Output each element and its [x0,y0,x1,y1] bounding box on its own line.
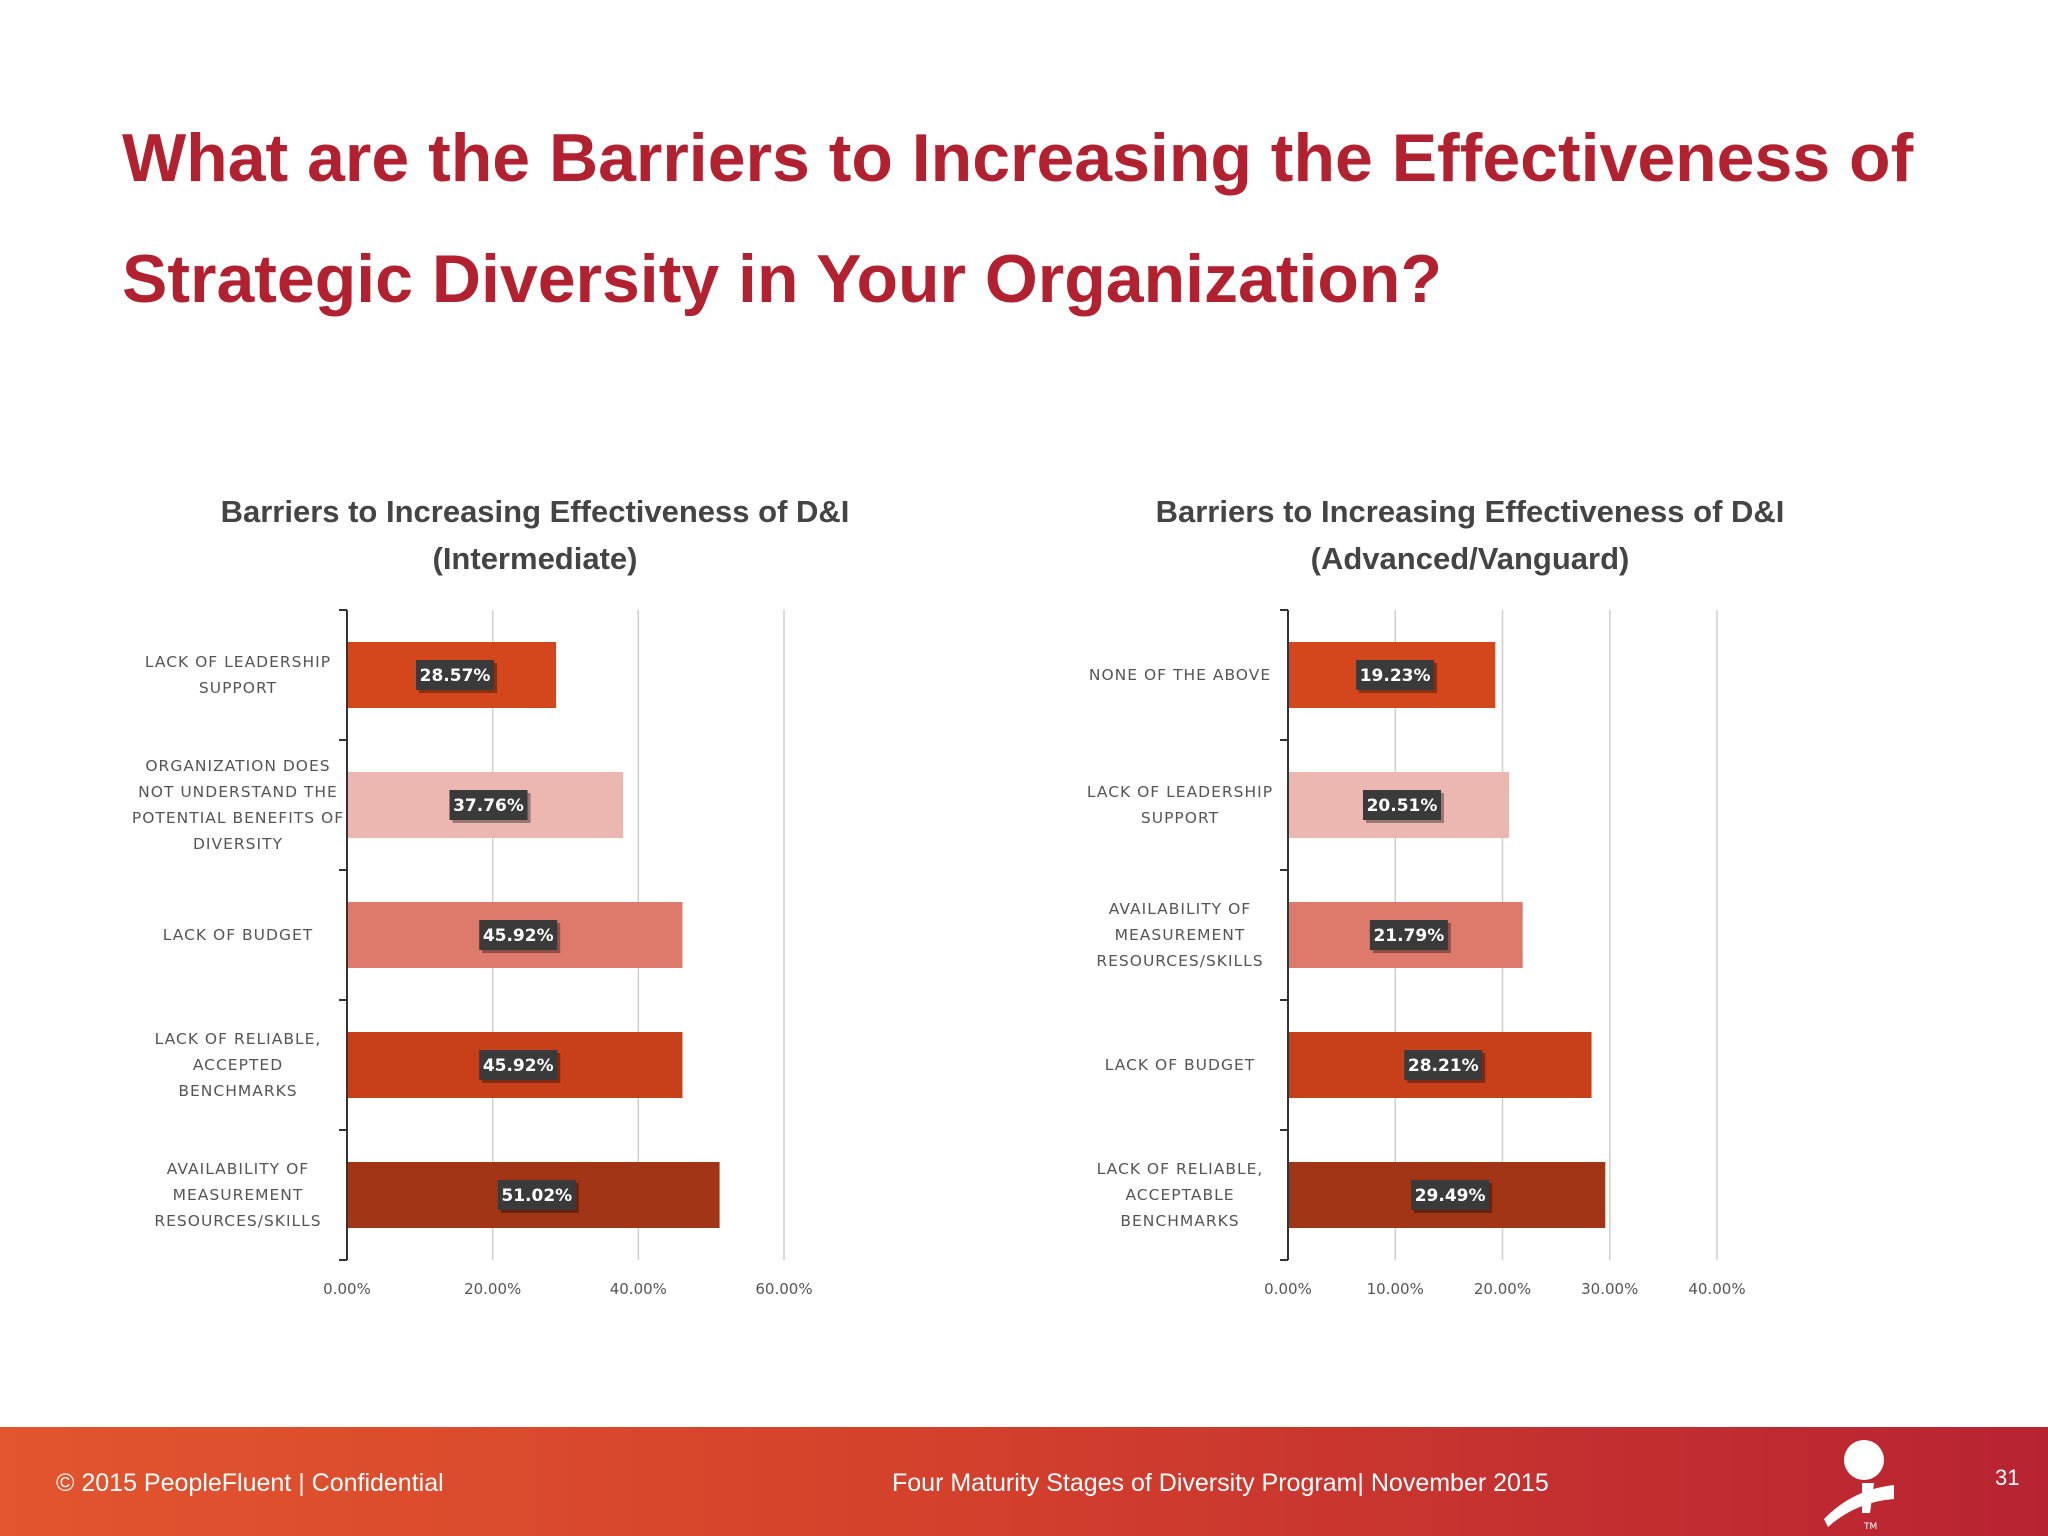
footer-bar: © 2015 PeopleFluent | Confidential Four … [0,1427,2048,1536]
x-tick-label: 0.00% [323,1280,371,1298]
x-tick-label: 0.00% [1264,1280,1312,1298]
value-label-box [1362,790,1441,820]
category-label: RESOURCES/SKILLS [1096,952,1263,970]
chart-advanced-vanguard: Barriers to Increasing Effectiveness of … [1060,480,1880,1320]
value-label: 19.23% [1360,666,1431,686]
category-label: ACCEPTABLE [1125,1186,1234,1204]
category-label: AVAILABILITY OF [167,1160,309,1178]
value-label-box [416,660,495,690]
value-label-box [1369,920,1448,950]
chart-title: Barriers to Increasing Effectiveness of … [1060,488,1880,582]
category-label: BENCHMARKS [1120,1212,1239,1230]
category-label: MEASUREMENT [1115,926,1246,944]
category-label: POTENTIAL BENEFITS OF [132,809,344,827]
footer-presentation-title: Four Maturity Stages of Diversity Progra… [892,1469,1549,1497]
value-label: 51.02% [501,1186,572,1206]
chart-title: Barriers to Increasing Effectiveness of … [110,488,960,582]
value-label: 45.92% [483,926,554,946]
category-label: ACCEPTED [193,1056,283,1074]
category-label: MEASUREMENT [173,1186,304,1204]
x-tick-label: 30.00% [1581,1280,1638,1298]
category-label: DIVERSITY [193,835,283,853]
category-label: NONE OF THE ABOVE [1089,666,1271,684]
value-label-box [497,1180,576,1210]
bar-chart-advanced-vanguard: 0.00% 10.00% 20.00% 30.00% 40.00% 19.23% NONE … [1087,609,1746,1298]
category-label: LACK OF BUDGET [1105,1056,1255,1074]
category-label: NOT UNDERSTAND THE [138,783,338,801]
category-label: LACK OF LEADERSHIP [1087,783,1273,801]
footer-copyright: © 2015 PeopleFluent | Confidential [56,1469,444,1497]
category-label: SUPPORT [1141,809,1219,827]
category-label: LACK OF RELIABLE, [1097,1160,1264,1178]
slide-title: What are the Barriers to Increasing the … [122,120,1914,317]
svg-text:TM: TM [1863,1522,1877,1532]
chart-title-line-1: Barriers to Increasing Effectiveness of … [1155,494,1785,529]
chart-title-line-1: Barriers to Increasing Effectiveness of … [220,494,850,529]
value-label: 37.76% [453,796,524,816]
value-label-box [1404,1050,1483,1080]
category-label: SUPPORT [199,679,277,697]
x-tick-label: 20.00% [464,1280,521,1298]
x-tick-label: 20.00% [1474,1280,1531,1298]
value-label: 28.21% [1408,1056,1479,1076]
chart-intermediate: Barriers to Increasing Effectiveness of … [110,480,960,1320]
category-label: RESOURCES/SKILLS [154,1212,321,1230]
chart-title-line-2: (Advanced/Vanguard) [1310,541,1630,576]
value-label-box [1411,1180,1490,1210]
x-tick-label: 10.00% [1367,1280,1424,1298]
category-label: LACK OF RELIABLE, [155,1030,322,1048]
value-label-box [449,790,528,820]
category-label: ORGANIZATION DOES [145,757,330,775]
value-label: 29.49% [1415,1186,1486,1206]
x-tick-label: 40.00% [610,1280,667,1298]
bar-chart-intermediate: 0.00% 20.00% 40.00% 60.00% 28.57% LACK OF LEA… [132,609,813,1298]
peoplefluent-logo-icon: TM [1824,1440,1894,1532]
x-tick-label: 40.00% [1688,1280,1745,1298]
value-label-box [479,920,558,950]
value-label: 20.51% [1367,796,1438,816]
category-label: LACK OF LEADERSHIP [145,653,331,671]
value-label: 45.92% [483,1056,554,1076]
category-label: LACK OF BUDGET [163,926,313,944]
value-label: 28.57% [420,666,491,686]
category-label: BENCHMARKS [178,1082,297,1100]
category-label: AVAILABILITY OF [1109,900,1251,918]
value-label-box [1356,660,1435,690]
chart-title-line-2: (Intermediate) [432,541,638,576]
page-number: 31 [1995,1465,2020,1490]
x-tick-label: 60.00% [755,1280,812,1298]
value-label: 21.79% [1373,926,1444,946]
value-label-box [479,1050,558,1080]
